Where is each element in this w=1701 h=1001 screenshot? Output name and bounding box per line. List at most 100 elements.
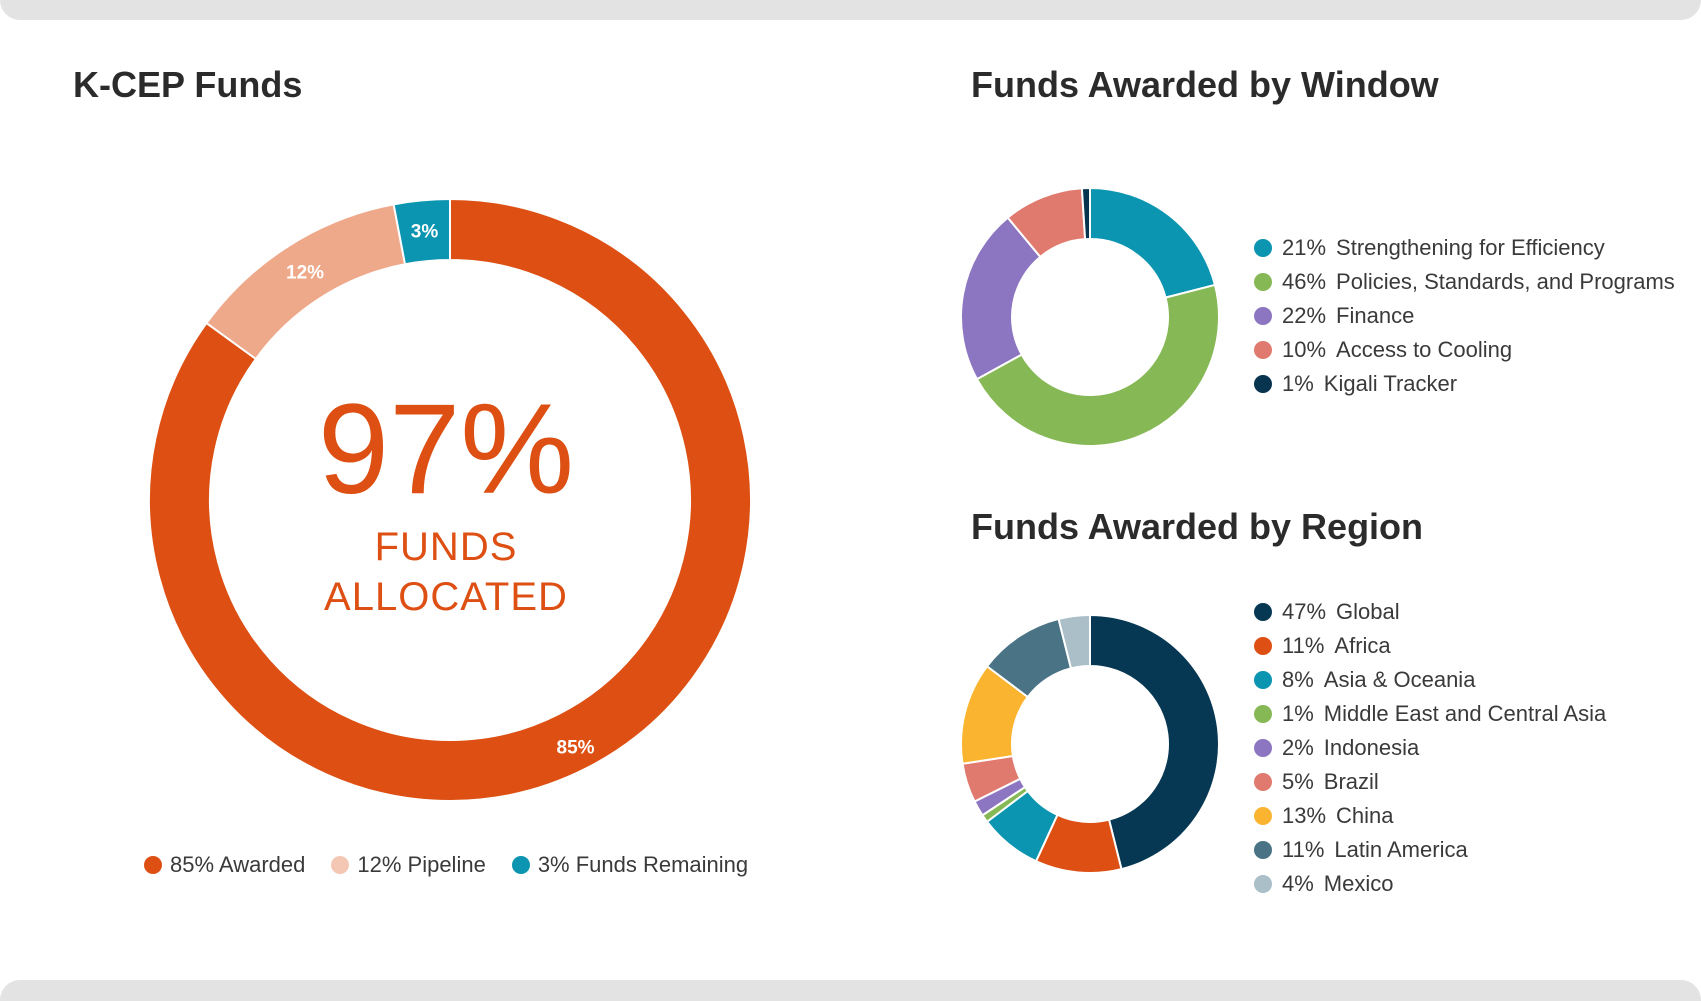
legend-label-africa: 11% Africa	[1282, 633, 1391, 659]
slice-awarded	[148, 197, 752, 802]
legend-swatch-middle-east-and-central-asia	[1254, 705, 1272, 723]
legend-item-funds-remaining: 3% Funds Remaining	[511, 852, 749, 878]
legend-label-policies-standards-and-programs: 46% Policies, Standards, and Programs	[1282, 269, 1675, 295]
funds-allocated-label-line1: FUNDS	[374, 525, 518, 569]
legend-pct-finance: 22%	[1282, 303, 1327, 328]
slice-label-pipeline: 12%	[286, 263, 324, 284]
legend-pct-middle-east-and-central-asia: 1%	[1282, 701, 1314, 726]
legend-pct-strengthening-for-efficiency: 21%	[1282, 235, 1327, 260]
legend-swatch-awarded	[144, 856, 162, 874]
legend-pct-latin-america: 11%	[1282, 837, 1325, 862]
slice-mexico	[1057, 613, 1091, 670]
legend-label-finance: 22% Finance	[1282, 303, 1414, 329]
legend-label-middle-east-and-central-asia: 1% Middle East and Central Asia	[1282, 701, 1606, 727]
funds-by-window-title: Funds Awarded by Window	[971, 64, 1439, 105]
funds-by-region-title: Funds Awarded by Region	[971, 506, 1424, 547]
kcep-funds-donut: 85% 12% 3%	[148, 197, 752, 802]
legend-name-global: Global	[1336, 599, 1400, 624]
legend-item-pipeline: 12% Pipeline	[331, 852, 486, 878]
legend-pct-china: 13%	[1282, 803, 1327, 828]
slice-funds-remaining	[392, 197, 451, 266]
legend-swatch-brazil	[1254, 773, 1272, 791]
legend-item-asia-and-oceania: 8% Asia & Oceania	[1254, 663, 1606, 697]
legend-swatch-policies-standards-and-programs	[1254, 273, 1272, 291]
legend-item-kigali-tracker: 1% Kigali Tracker	[1254, 367, 1675, 401]
funds-by-region-legend: 47% Global 11% Africa 8% Asia & Oceania 1% Midd…	[1254, 595, 1606, 901]
legend-label-kigali-tracker: 1% Kigali Tracker	[1282, 371, 1457, 397]
legend-name-policies-standards-and-programs: Policies, Standards, and Programs	[1336, 269, 1675, 294]
legend-swatch-asia-and-oceania	[1254, 671, 1272, 689]
legend-label-brazil: 5% Brazil	[1282, 769, 1379, 795]
legend-item-global: 47% Global	[1254, 595, 1606, 629]
legend-swatch-mexico	[1254, 875, 1272, 893]
legend-item-finance: 22% Finance	[1254, 299, 1675, 333]
legend-label-indonesia: 2% Indonesia	[1282, 735, 1419, 761]
legend-item-awarded: 85% Awarded	[144, 852, 305, 878]
legend-label-china: 13% China	[1282, 803, 1394, 829]
slice-global	[1089, 613, 1220, 871]
slice-policies-standards-and-programs	[975, 283, 1220, 447]
legend-name-kigali-tracker: Kigali Tracker	[1323, 371, 1458, 396]
legend-item-strengthening-for-efficiency: 21% Strengthening for Efficiency	[1254, 231, 1675, 265]
funds-allocated-value: 97%	[317, 378, 575, 521]
legend-item-brazil: 5% Brazil	[1254, 765, 1606, 799]
legend-name-middle-east-and-central-asia: Middle East and Central Asia	[1323, 701, 1607, 726]
bottom-divider-bar	[0, 980, 1701, 1001]
legend-item-china: 13% China	[1254, 799, 1606, 833]
legend-item-access-to-cooling: 10% Access to Cooling	[1254, 333, 1675, 367]
legend-label-mexico: 4% Mexico	[1282, 871, 1393, 897]
legend-pct-kigali-tracker: 1%	[1282, 371, 1314, 396]
legend-item-middle-east-and-central-asia: 1% Middle East and Central Asia	[1254, 697, 1606, 731]
legend-swatch-strengthening-for-efficiency	[1254, 239, 1272, 257]
legend-label-asia-and-oceania: 8% Asia & Oceania	[1282, 667, 1475, 693]
legend-name-latin-america: Latin America	[1334, 837, 1468, 862]
legend-label-strengthening-for-efficiency: 21% Strengthening for Efficiency	[1282, 235, 1605, 261]
legend-item-policies-standards-and-programs: 46% Policies, Standards, and Programs	[1254, 265, 1675, 299]
legend-name-china: China	[1336, 803, 1394, 828]
legend-pct-policies-standards-and-programs: 46%	[1282, 269, 1327, 294]
legend-pct-brazil: 5%	[1282, 769, 1314, 794]
legend-item-africa: 11% Africa	[1254, 629, 1606, 663]
legend-pct-global: 47%	[1282, 599, 1327, 624]
legend-label-access-to-cooling: 10% Access to Cooling	[1282, 337, 1512, 363]
slice-strengthening-for-efficiency	[1089, 186, 1217, 299]
funds-allocated-label-line2: ALLOCATED	[324, 575, 568, 619]
legend-label-awarded: 85% Awarded	[170, 852, 306, 877]
legend-item-mexico: 4% Mexico	[1254, 867, 1606, 901]
legend-swatch-global	[1254, 603, 1272, 621]
legend-swatch-finance	[1254, 307, 1272, 325]
legend-label-latin-america: 11% Latin America	[1282, 837, 1468, 863]
legend-swatch-africa	[1254, 637, 1272, 655]
legend-name-finance: Finance	[1336, 303, 1415, 328]
legend-swatch-pipeline	[331, 856, 350, 874]
legend-name-asia-and-oceania: Asia & Oceania	[1323, 667, 1476, 692]
legend-item-latin-america: 11% Latin America	[1254, 833, 1606, 867]
legend-name-indonesia: Indonesia	[1323, 735, 1420, 760]
legend-swatch-kigali-tracker	[1254, 375, 1272, 393]
kcep-funds-title: K-CEP Funds	[73, 64, 303, 105]
legend-label-pipeline: 12% Pipeline	[357, 852, 486, 877]
legend-name-strengthening-for-efficiency: Strengthening for Efficiency	[1336, 235, 1605, 260]
legend-name-access-to-cooling: Access to Cooling	[1336, 337, 1513, 362]
legend-item-indonesia: 2% Indonesia	[1254, 731, 1606, 765]
legend-label-funds-remaining: 3% Funds Remaining	[537, 852, 749, 877]
legend-swatch-indonesia	[1254, 739, 1272, 757]
legend-swatch-access-to-cooling	[1254, 341, 1272, 359]
slice-label-awarded: 85%	[557, 737, 595, 758]
legend-pct-access-to-cooling: 10%	[1282, 337, 1327, 362]
legend-name-mexico: Mexico	[1323, 871, 1394, 896]
legend-name-brazil: Brazil	[1323, 769, 1379, 794]
slice-label-funds-remaining: 3%	[411, 222, 439, 243]
legend-swatch-latin-america	[1254, 841, 1272, 859]
legend-label-global: 47% Global	[1282, 599, 1400, 625]
legend-swatch-funds-remaining	[511, 856, 530, 874]
legend-pct-asia-and-oceania: 8%	[1282, 667, 1314, 692]
legend-pct-indonesia: 2%	[1282, 735, 1314, 760]
funds-by-region-donut	[960, 613, 1220, 874]
funds-allocated-label: FUNDS ALLOCATED	[286, 522, 606, 622]
funds-by-window-donut	[960, 186, 1220, 447]
legend-pct-africa: 11%	[1282, 633, 1325, 658]
top-divider-bar	[0, 0, 1701, 20]
legend-name-africa: Africa	[1334, 633, 1391, 658]
legend-swatch-china	[1254, 807, 1272, 825]
